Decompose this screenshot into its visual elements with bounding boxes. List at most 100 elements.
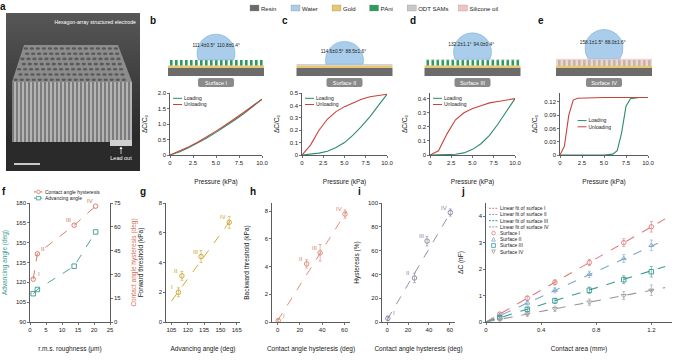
svg-text:0: 0: [553, 152, 557, 158]
svg-text:1.5: 1.5: [158, 106, 167, 112]
svg-text:Pressure (kPa): Pressure (kPa): [451, 178, 494, 186]
svg-text:20: 20: [371, 295, 378, 301]
svg-text:Pressure (kPa): Pressure (kPa): [323, 178, 366, 186]
svg-text:Lead out: Lead out: [110, 155, 132, 161]
svg-text:III: III: [419, 233, 424, 239]
svg-text:0.3: 0.3: [418, 110, 427, 116]
svg-text:0.4: 0.4: [537, 327, 546, 333]
svg-text:105: 105: [16, 299, 27, 305]
svg-text:135: 135: [199, 327, 210, 333]
svg-text:IV: IV: [441, 205, 447, 211]
svg-text:I: I: [393, 310, 395, 316]
svg-text:111.4±0.5°: 111.4±0.5°: [192, 43, 215, 48]
svg-text:0.8: 0.8: [592, 327, 601, 333]
svg-text:Resin: Resin: [261, 6, 276, 12]
svg-text:75: 75: [114, 200, 121, 206]
svg-text:94.0±0.4°: 94.0±0.4°: [474, 42, 495, 47]
svg-text:165: 165: [232, 327, 243, 333]
svg-text:d: d: [410, 15, 416, 26]
svg-text:0.1: 0.1: [418, 138, 427, 144]
svg-text:e: e: [538, 15, 544, 26]
svg-text:Surface IV: Surface IV: [591, 80, 617, 86]
svg-text:0.09: 0.09: [544, 112, 556, 118]
svg-text:165: 165: [16, 220, 27, 226]
svg-text:II: II: [174, 268, 178, 274]
svg-text:105: 105: [166, 327, 177, 333]
svg-text:III: III: [312, 245, 317, 251]
svg-text:150: 150: [215, 327, 226, 333]
svg-text:0.2: 0.2: [418, 124, 427, 130]
svg-text:Surface III: Surface III: [500, 242, 523, 248]
svg-text:ΔC/C₀: ΔC/C₀: [531, 115, 538, 134]
svg-text:Loading: Loading: [316, 95, 334, 101]
svg-text:0: 0: [428, 160, 432, 166]
svg-text:i: i: [358, 186, 361, 197]
svg-text:0.5: 0.5: [158, 137, 167, 143]
svg-text:0: 0: [558, 160, 562, 166]
svg-text:0.4: 0.4: [418, 96, 427, 102]
svg-text:Water: Water: [302, 6, 318, 12]
svg-text:0.5: 0.5: [290, 90, 299, 96]
svg-text:Backward threshold (kPa): Backward threshold (kPa): [243, 225, 251, 299]
svg-text:110.8±0.4°: 110.8±0.4°: [217, 43, 240, 48]
svg-text:7.5: 7.5: [235, 160, 244, 166]
svg-text:Contact angle hysteresis (deg): Contact angle hysteresis (deg): [267, 345, 355, 353]
svg-text:Advancing angle: Advancing angle: [45, 195, 82, 201]
svg-text:0: 0: [375, 319, 379, 325]
svg-text:Contact angle hysteresis: Contact angle hysteresis: [45, 189, 100, 195]
svg-text:0.12: 0.12: [544, 99, 556, 105]
svg-text:120: 120: [16, 279, 27, 285]
svg-text:0.2: 0.2: [290, 127, 299, 133]
svg-text:60: 60: [446, 327, 453, 333]
svg-text:40: 40: [371, 272, 378, 278]
svg-text:0: 0: [479, 319, 483, 325]
svg-text:2.5: 2.5: [319, 160, 328, 166]
svg-text:7.5: 7.5: [622, 160, 631, 166]
svg-text:h: h: [250, 186, 256, 197]
svg-text:0: 0: [295, 152, 299, 158]
svg-text:25: 25: [107, 327, 114, 333]
svg-text:8: 8: [265, 208, 269, 214]
svg-text:10.0: 10.0: [642, 160, 654, 166]
svg-text:88.0±1.6°: 88.0±1.6°: [605, 40, 626, 45]
svg-text:2: 2: [159, 289, 163, 295]
svg-text:10.0: 10.0: [381, 160, 393, 166]
svg-text:Contact angle hysteresis (deg): Contact angle hysteresis (deg): [374, 345, 462, 353]
svg-text:150: 150: [16, 240, 27, 246]
svg-text:0: 0: [168, 160, 172, 166]
svg-text:2: 2: [265, 291, 269, 297]
svg-text:4: 4: [479, 213, 483, 219]
svg-text:Advancing angle (deg): Advancing angle (deg): [170, 345, 235, 353]
svg-text:60: 60: [371, 248, 378, 254]
svg-text:Loading: Loading: [589, 117, 607, 123]
svg-text:ΔC (nF): ΔC (nF): [457, 251, 465, 274]
svg-text:135: 135: [16, 260, 27, 266]
svg-text:40: 40: [319, 327, 326, 333]
svg-text:Unloading: Unloading: [184, 101, 207, 107]
svg-text:20: 20: [91, 327, 98, 333]
svg-text:r.m.s. roughness (μm): r.m.s. roughness (μm): [38, 345, 101, 353]
svg-text:Contact area (mm²): Contact area (mm²): [551, 345, 607, 353]
svg-text:4: 4: [159, 260, 163, 266]
svg-text:Forward threshold (kPa): Forward threshold (kPa): [137, 228, 145, 298]
svg-text:0: 0: [276, 327, 280, 333]
svg-text:0: 0: [159, 319, 163, 325]
svg-text:I: I: [38, 271, 40, 277]
svg-text:10: 10: [59, 327, 66, 333]
svg-text:2.5: 2.5: [189, 160, 198, 166]
svg-text:b: b: [150, 15, 156, 26]
svg-text:IV: IV: [87, 198, 93, 204]
svg-text:0.3: 0.3: [290, 115, 299, 121]
svg-text:60: 60: [341, 327, 348, 333]
svg-text:II: II: [299, 256, 303, 262]
svg-text:Pressure (kPa): Pressure (kPa): [194, 178, 237, 186]
svg-text:Linear fit of surface IV: Linear fit of surface IV: [500, 224, 549, 230]
svg-text:6: 6: [159, 230, 163, 236]
svg-text:5.0: 5.0: [600, 160, 609, 166]
svg-text:2.0: 2.0: [158, 90, 167, 96]
svg-text:Surface II: Surface II: [500, 236, 521, 242]
svg-text:120: 120: [183, 327, 194, 333]
svg-text:8: 8: [159, 200, 163, 206]
svg-text:0.06: 0.06: [544, 126, 556, 132]
svg-text:90: 90: [19, 319, 26, 325]
